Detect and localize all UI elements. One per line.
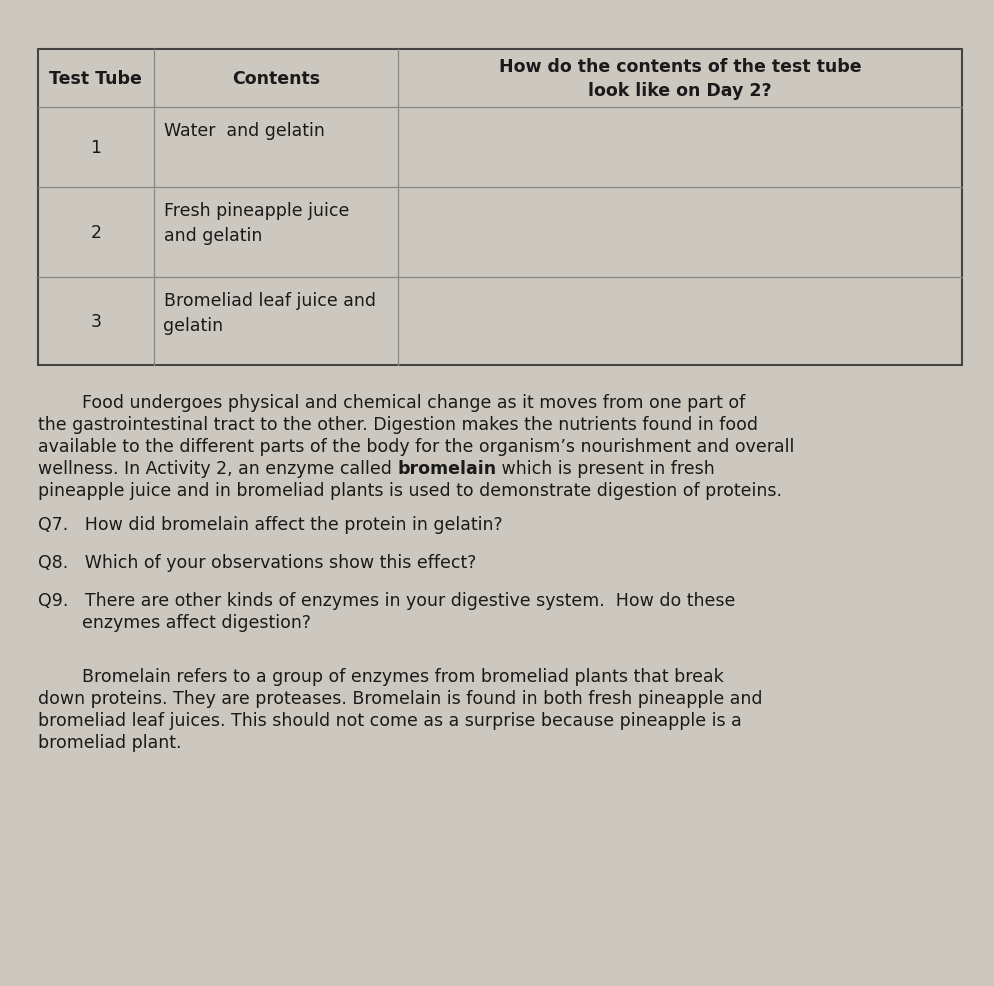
Text: Q9.   There are other kinds of enzymes in your digestive system.  How do these: Q9. There are other kinds of enzymes in … (38, 592, 736, 609)
Text: down proteins. They are proteases. Bromelain is found in both fresh pineapple an: down proteins. They are proteases. Brome… (38, 689, 762, 707)
Text: 2: 2 (90, 224, 101, 242)
Text: Test Tube: Test Tube (50, 70, 142, 88)
Text: How do the contents of the test tube
look like on Day 2?: How do the contents of the test tube loo… (499, 58, 862, 100)
Text: Q8.   Which of your observations show this effect?: Q8. Which of your observations show this… (38, 553, 476, 572)
Text: Water  and gelatin: Water and gelatin (163, 122, 324, 140)
Bar (38, 50, 962, 366)
Text: 1: 1 (90, 139, 101, 157)
Text: the gastrointestinal tract to the other. Digestion makes the nutrients found in : the gastrointestinal tract to the other.… (38, 415, 758, 434)
Text: enzymes affect digestion?: enzymes affect digestion? (38, 613, 311, 631)
Text: which is present in fresh: which is present in fresh (496, 459, 716, 477)
Text: Bromeliad leaf juice and
gelatin: Bromeliad leaf juice and gelatin (163, 292, 376, 334)
Text: bromeliad plant.: bromeliad plant. (38, 734, 182, 751)
Text: pineapple juice and in bromeliad plants is used to demonstrate digestion of prot: pineapple juice and in bromeliad plants … (38, 481, 782, 500)
Text: Q7.   How did bromelain affect the protein in gelatin?: Q7. How did bromelain affect the protein… (38, 516, 503, 533)
Text: Contents: Contents (232, 70, 320, 88)
Text: bromelain: bromelain (398, 459, 496, 477)
Text: wellness. In Activity 2, an enzyme called: wellness. In Activity 2, an enzyme calle… (38, 459, 398, 477)
Text: Food undergoes physical and chemical change as it moves from one part of: Food undergoes physical and chemical cha… (38, 393, 746, 411)
Text: 3: 3 (90, 313, 101, 330)
Text: Bromelain refers to a group of enzymes from bromeliad plants that break: Bromelain refers to a group of enzymes f… (38, 668, 724, 685)
Text: Fresh pineapple juice
and gelatin: Fresh pineapple juice and gelatin (163, 202, 349, 245)
Text: bromeliad leaf juices. This should not come as a surprise because pineapple is a: bromeliad leaf juices. This should not c… (38, 711, 742, 730)
Text: available to the different parts of the body for the organism’s nourishment and : available to the different parts of the … (38, 438, 794, 456)
